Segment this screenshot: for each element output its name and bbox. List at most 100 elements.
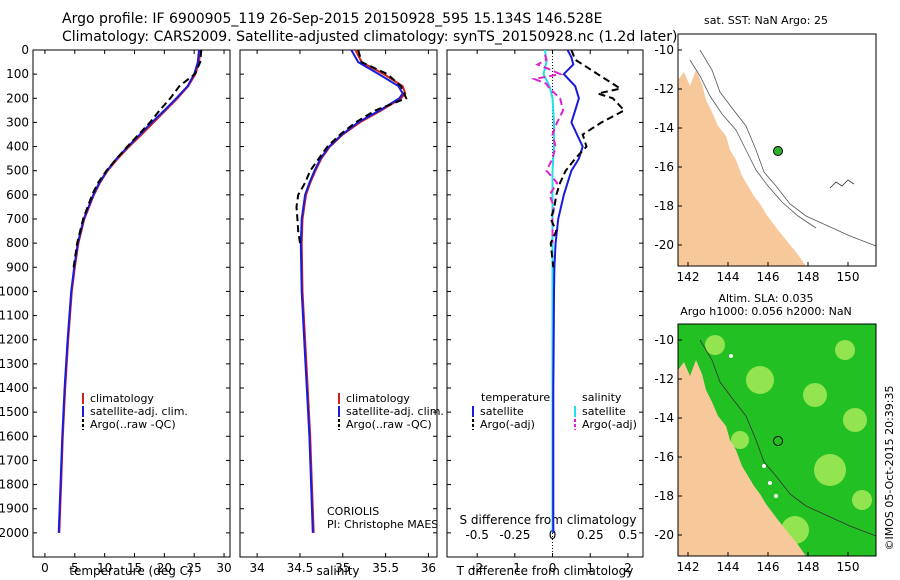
pi-label: PI: Christophe MAES bbox=[327, 518, 438, 531]
reef-contour-outer bbox=[699, 339, 877, 537]
x-tick-label: 5 bbox=[71, 561, 79, 575]
sla-anomaly-patch bbox=[705, 335, 725, 355]
temperature-legend: climatology satellite-adj. clim. Argo(..… bbox=[82, 392, 188, 431]
altimeter-point bbox=[774, 494, 778, 498]
legend-t-argo-label: Argo(-adj) bbox=[480, 418, 535, 431]
reef-contour-inner bbox=[689, 59, 817, 229]
s-diff-tick-label: 0 bbox=[549, 528, 557, 542]
sla-anomaly-field bbox=[705, 335, 872, 544]
map-lat-label: -20 bbox=[654, 238, 674, 252]
depth-tick-label: 1600 bbox=[0, 429, 29, 443]
altimeter-point bbox=[729, 354, 733, 358]
legend-t-satellite-label: satellite bbox=[480, 405, 524, 418]
s-diff-tick-label: 0.5 bbox=[618, 528, 637, 542]
x-tick-label: 36 bbox=[421, 561, 436, 575]
x-tick-label: 10 bbox=[97, 561, 112, 575]
x-tick-label: 34.5 bbox=[287, 561, 314, 575]
depth-tick-label: 1700 bbox=[0, 453, 29, 467]
legend-climatology-label: climatology bbox=[90, 392, 154, 405]
chart-marks: 0100200300400500600700800900100011001200… bbox=[0, 43, 859, 575]
reef-contour-outer bbox=[699, 49, 877, 247]
map-lon-label: 146 bbox=[757, 560, 780, 574]
temperature-line-climatology bbox=[58, 49, 202, 533]
depth-tick-label: 1100 bbox=[0, 309, 29, 323]
x-tick-label: 34 bbox=[249, 561, 264, 575]
salinity-line-satellite bbox=[299, 49, 404, 533]
map-lon-label: 150 bbox=[837, 270, 860, 284]
depth-tick-label: 1000 bbox=[0, 284, 29, 298]
sla-map-frame bbox=[677, 323, 877, 557]
map-lat-label: -18 bbox=[654, 489, 674, 503]
map-lat-label: -16 bbox=[654, 450, 674, 464]
salinity-line-climatology bbox=[300, 49, 407, 533]
map-lon-label: 142 bbox=[677, 270, 700, 284]
t-diff-line-argo bbox=[549, 49, 626, 268]
map-lon-label: 148 bbox=[797, 270, 820, 284]
map-lat-label: -10 bbox=[654, 333, 674, 347]
argo-float-marker bbox=[773, 436, 783, 446]
header-line-1: Argo profile: IF 6900905_119 26-Sep-2015… bbox=[62, 11, 603, 27]
legend-temperature-heading: temperature bbox=[481, 391, 550, 404]
x-tick-label: 30 bbox=[216, 561, 231, 575]
imos-credit: ©IMOS 05-Oct-2015 20:39:35 bbox=[883, 385, 896, 550]
sla-anomaly-patch bbox=[814, 454, 846, 486]
sla-anomaly-patch bbox=[803, 383, 827, 407]
depth-tick-label: 100 bbox=[6, 67, 29, 81]
t-difference-axis-label: T difference from climatology bbox=[456, 564, 634, 578]
sst-map-title: sat. SST: NaN Argo: 25 bbox=[704, 14, 828, 27]
x-tick-label: 0 bbox=[41, 561, 49, 575]
x-tick-label: 35.5 bbox=[372, 561, 399, 575]
altimeter-point bbox=[762, 464, 766, 468]
sla-map-title-2: Argo h1000: 0.056 h2000: NaN bbox=[680, 305, 852, 318]
map-lat-label: -14 bbox=[654, 121, 674, 135]
temperature-panel-frame bbox=[32, 49, 231, 558]
map-lon-label: 144 bbox=[717, 270, 740, 284]
legend-s-argo-label: Argo(-adj) bbox=[582, 418, 637, 431]
sla-anomaly-patch bbox=[746, 366, 774, 394]
depth-tick-label: 1500 bbox=[0, 405, 29, 419]
t-diff-line-satellite bbox=[552, 49, 584, 533]
sla-anomaly-patch bbox=[852, 490, 872, 510]
x-tick-label: 35 bbox=[335, 561, 350, 575]
sst-map-frame bbox=[677, 33, 877, 267]
map-lon-label: 144 bbox=[717, 560, 740, 574]
argo-float-marker bbox=[773, 146, 783, 156]
map-lon-label: 146 bbox=[757, 270, 780, 284]
australia-land bbox=[678, 360, 806, 556]
sla-anomaly-patch bbox=[731, 431, 749, 449]
legend-salinity-heading: salinity bbox=[582, 391, 622, 404]
coriolis-label: CORIOLIS bbox=[327, 505, 379, 518]
temperature-line-argo bbox=[72, 49, 203, 268]
map-lon-label: 148 bbox=[797, 560, 820, 574]
sla-anomaly-patch bbox=[835, 340, 855, 360]
map-lat-label: -12 bbox=[654, 82, 674, 96]
depth-tick-label: 400 bbox=[6, 140, 29, 154]
map-lat-label: -14 bbox=[654, 411, 674, 425]
salinity-panel-frame bbox=[239, 49, 438, 558]
depth-tick-label: 0 bbox=[21, 43, 29, 57]
temperature-axis-label: temperature (deg C) bbox=[69, 564, 192, 578]
depth-tick-label: 900 bbox=[6, 260, 29, 274]
map-lat-label: -18 bbox=[654, 199, 674, 213]
x-tick-label: 15 bbox=[127, 561, 142, 575]
depth-tick-label: 1200 bbox=[0, 333, 29, 347]
map-lat-label: -12 bbox=[654, 372, 674, 386]
salinity-axis-label: salinity bbox=[316, 564, 359, 578]
sla-map: Altim. SLA: 0.035 Argo h1000: 0.056 h200… bbox=[677, 292, 877, 557]
depth-tick-label: 2000 bbox=[0, 526, 29, 540]
depth-tick-label: 1400 bbox=[0, 381, 29, 395]
reef-islets bbox=[829, 179, 855, 189]
depth-tick-label: 700 bbox=[6, 212, 29, 226]
depth-tick-label: 1800 bbox=[0, 478, 29, 492]
s-diff-tick-label: -0.25 bbox=[499, 528, 530, 542]
difference-legend: temperature salinity satellite Argo(-adj… bbox=[472, 391, 637, 431]
x-tick-label: 1 bbox=[586, 561, 594, 575]
s-difference-axis-label: S difference from climatology bbox=[460, 513, 637, 527]
altimeter-point bbox=[768, 481, 772, 485]
legend-argo-label: Argo(..raw -QC) bbox=[90, 418, 176, 431]
s-diff-line-argo bbox=[530, 54, 565, 244]
legend-satellite-label: satellite-adj. clim. bbox=[90, 405, 188, 418]
salinity-line-argo bbox=[295, 49, 408, 244]
map-lon-label: 142 bbox=[677, 560, 700, 574]
